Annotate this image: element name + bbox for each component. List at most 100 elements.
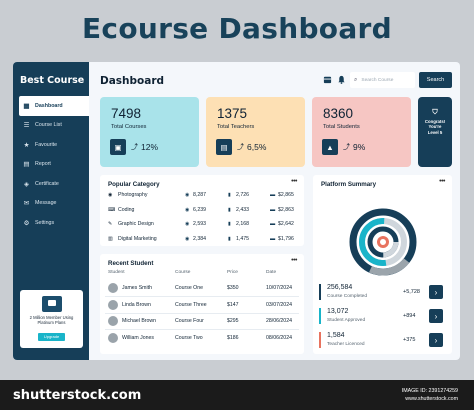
- stat-card-students[interactable]: 8360 Total Students ▲ ⤴ 9%: [312, 97, 411, 167]
- promo-illustration: [41, 296, 62, 312]
- stat-percent: 12%: [141, 142, 159, 152]
- sidebar-item-message[interactable]: ✉ Message: [13, 194, 89, 214]
- row-divider: [105, 312, 299, 314]
- footer-bar: shutterstock.com IMAGE ID: 2391274259 ww…: [0, 380, 474, 410]
- star-icon: ★: [23, 141, 30, 149]
- student-price: $295: [227, 318, 239, 324]
- table-row[interactable]: Linda Brown Course Three $147 03/07/2024: [100, 297, 304, 314]
- category-name: Graphic Design: [118, 221, 154, 227]
- table-row[interactable]: James Smith Course One $350 10/07/2024: [100, 280, 304, 297]
- design-icon: ✎: [108, 221, 113, 227]
- category-amount: $2,865: [278, 192, 294, 198]
- trend-up-icon: ⤴: [237, 144, 244, 151]
- bookmark-icon: ▮: [228, 206, 231, 213]
- chevron-right-icon[interactable]: ›: [429, 333, 443, 347]
- bell-icon[interactable]: [337, 75, 346, 84]
- more-options-icon[interactable]: •••: [439, 178, 445, 185]
- summary-row: 256,584 Course Completed +5,728 ›: [319, 284, 451, 302]
- sidebar-item-favourite[interactable]: ★ Favourite: [13, 135, 89, 155]
- category-views: 2,593: [193, 221, 206, 227]
- card-title: Platform Summary: [321, 181, 377, 188]
- congrats-title: Congrats!: [424, 118, 446, 124]
- eye-icon: ◉: [185, 221, 190, 227]
- bookmark-icon: ▮: [228, 192, 231, 198]
- congrats-level: Level 5: [427, 129, 443, 135]
- sidebar-item-certificate[interactable]: ◈ Certificate: [13, 174, 89, 194]
- student-price: $147: [227, 301, 239, 308]
- chevron-right-icon[interactable]: ›: [429, 285, 443, 299]
- banner-title: Ecourse Dashboard: [82, 12, 392, 45]
- page-title: Dashboard: [100, 75, 165, 87]
- avatar: [108, 283, 118, 293]
- image-id-text: IMAGE ID: 2391274259: [401, 388, 458, 394]
- student-name: Linda Brown: [122, 301, 151, 308]
- dashboard-frame: Best Course ▦ Dashboard ☰ Course List ★ …: [13, 62, 460, 360]
- stat-label: Total Courses: [111, 124, 147, 130]
- brand-logo[interactable]: Best Course: [20, 75, 85, 86]
- marketing-icon: ▥: [108, 235, 113, 242]
- eye-icon: ◉: [185, 235, 190, 242]
- search-placeholder: Search Course: [361, 77, 394, 83]
- sidebar-item-label: Report: [35, 161, 51, 168]
- sidebar-item-report[interactable]: ▤ Report: [13, 155, 89, 175]
- popular-category-card: Popular Category •••: [100, 175, 304, 246]
- category-row[interactable]: ⌨ Coding ◉ 6,239 ▮ 2,433 ▬ $2,863: [108, 205, 298, 217]
- summary-color-bar: [319, 284, 321, 300]
- calendar-icon[interactable]: [323, 75, 332, 84]
- category-row[interactable]: ◉ Photography ◉ 8,287 ▮ 2,726 ▬ $2,865: [108, 190, 298, 202]
- more-options-icon[interactable]: •••: [291, 257, 297, 264]
- summary-value: 1,584: [327, 332, 345, 339]
- cart-icon: ▬: [270, 206, 276, 213]
- sidebar-item-label: Certificate: [35, 180, 59, 187]
- sidebar-nav: ▦ Dashboard ☰ Course List ★ Favourite ▤ …: [13, 96, 89, 233]
- student-course: Course Four: [175, 318, 204, 324]
- summary-row: 13,072 Student Approved +894 ›: [319, 308, 451, 326]
- summary-delta: +5,728: [403, 289, 420, 295]
- search-input[interactable]: ⌕ Search Course: [350, 72, 415, 88]
- eye-icon: ◉: [185, 206, 190, 213]
- search-button[interactable]: Search: [419, 72, 452, 88]
- congrats-level-card[interactable]: ⛉ Congrats! You're Level 5: [418, 97, 452, 167]
- category-amount: $1,796: [278, 235, 294, 242]
- message-icon: ✉: [23, 200, 30, 208]
- table-row[interactable]: Michael Brown Course Four $295 28/06/2024: [100, 313, 304, 330]
- cart-icon: ▬: [270, 192, 276, 198]
- sidebar-item-label: Course List: [35, 122, 62, 129]
- eye-icon: ◉: [185, 192, 190, 198]
- sidebar-item-settings[interactable]: ⚙ Settings: [13, 213, 89, 233]
- gear-icon: ⚙: [23, 219, 30, 227]
- category-row[interactable]: ✎ Graphic Design ◉ 2,593 ▮ 2,168 ▬ $2,642: [108, 219, 298, 231]
- column-header-date: Date: [266, 270, 277, 275]
- more-options-icon[interactable]: •••: [291, 178, 297, 185]
- graduation-cap-icon: ▲: [322, 139, 338, 155]
- chevron-right-icon[interactable]: ›: [429, 309, 443, 323]
- trend-up-icon: ⤴: [343, 144, 350, 151]
- stat-trend: ⤴ 9%: [343, 142, 365, 152]
- stat-percent: 9%: [353, 142, 366, 152]
- footer-image-id: IMAGE ID: 2391274259 www.shutterstock.co…: [402, 387, 458, 403]
- sidebar-item-label: Message: [35, 200, 57, 207]
- document-icon: ▤: [23, 161, 30, 169]
- search-icon: ⌕: [354, 76, 358, 83]
- summary-label: Student Approved: [327, 318, 366, 323]
- stat-card-courses[interactable]: 7498 Total Courses ▣ ⤴ 12%: [100, 97, 199, 167]
- sidebar-item-label: Dashboard: [35, 102, 63, 109]
- upgrade-button[interactable]: Upgrade: [37, 332, 66, 341]
- table-row[interactable]: William Jones Course Two $186 08/06/2024: [100, 330, 304, 346]
- congrats-subtitle: You're: [428, 124, 442, 129]
- summary-label: Course Completed: [327, 294, 367, 299]
- student-price: $350: [227, 285, 239, 291]
- category-views: 8,287: [193, 192, 206, 198]
- stat-trend: ⤴ 12%: [131, 142, 158, 152]
- code-icon: ⌨: [108, 206, 116, 213]
- sidebar-item-course-list[interactable]: ☰ Course List: [13, 116, 89, 136]
- category-row[interactable]: ▥ Digital Marketing ◉ 2,384 ▮ 1,475 ▬ $1,796: [108, 234, 298, 246]
- sidebar-item-dashboard[interactable]: ▦ Dashboard: [19, 96, 89, 116]
- student-date: 10/07/2024: [266, 285, 292, 291]
- summary-delta: +375: [403, 337, 416, 343]
- summary-value: 13,072: [327, 308, 349, 315]
- stat-card-teachers[interactable]: 1375 Total Teachers ▤ ⤴ 6,5%: [206, 97, 305, 167]
- presentation-icon: ▤: [216, 139, 232, 155]
- site-text: www.shutterstock.com: [405, 396, 458, 402]
- column-header-course: Course: [175, 270, 191, 275]
